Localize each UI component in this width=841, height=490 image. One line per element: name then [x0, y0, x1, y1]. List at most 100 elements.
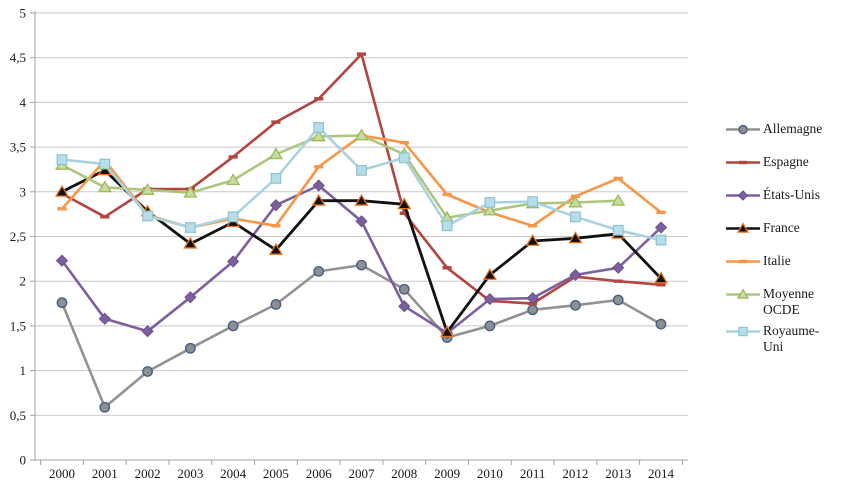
data-point-marker — [142, 366, 153, 377]
data-point-marker — [56, 154, 68, 166]
data-point-marker — [311, 193, 326, 206]
legend-marker-italie — [726, 259, 760, 264]
legend-marker-royaume-uni — [726, 326, 760, 337]
data-point-marker — [568, 231, 583, 244]
data-point-marker — [313, 265, 325, 277]
data-point-marker — [270, 299, 282, 310]
y-axis-label: 2 — [20, 274, 27, 289]
data-point-marker — [656, 283, 666, 287]
data-point-marker — [738, 326, 748, 337]
data-point-marker — [268, 147, 283, 160]
data-point-marker — [736, 222, 750, 233]
data-point-marker — [569, 268, 582, 282]
data-point-marker — [612, 294, 624, 306]
y-axis-label: 2,5 — [10, 229, 26, 244]
legend-item-royaume-uni: Royaume-Uni — [725, 323, 839, 355]
series-line-allemagne — [60, 263, 663, 409]
data-point-marker — [184, 291, 197, 304]
x-axis-label: 2006 — [306, 466, 333, 481]
data-point-marker — [739, 160, 747, 165]
data-point-marker — [57, 207, 67, 211]
data-point-marker — [97, 180, 112, 193]
legend-marker-etats-unis — [726, 190, 760, 201]
data-point-marker — [313, 122, 325, 133]
data-point-marker — [184, 222, 196, 233]
data-point-marker — [271, 224, 281, 228]
data-point-marker — [270, 172, 282, 184]
x-axis-label: 2014 — [648, 466, 675, 481]
legend-marker-france — [726, 222, 760, 233]
legend-item-moyenne-ocde: Moyenne OCDE — [725, 286, 839, 318]
legend-label: Moyenne OCDE — [763, 286, 814, 317]
data-point-marker — [612, 261, 625, 274]
data-point-marker — [226, 173, 241, 186]
data-point-marker — [355, 215, 368, 228]
y-axis-label: 3 — [20, 184, 27, 199]
data-point-marker — [482, 267, 497, 280]
series-line-moyenne-ocde — [60, 134, 620, 219]
legend-label: Allemagne — [763, 121, 823, 136]
series-allemagne — [56, 259, 667, 413]
data-point-marker — [268, 242, 283, 255]
data-point-marker — [442, 266, 452, 270]
data-point-marker — [570, 211, 581, 223]
data-point-marker — [98, 312, 111, 325]
x-axis-label: 2011 — [520, 466, 546, 481]
series-royaume-uni — [56, 122, 667, 246]
data-point-marker — [613, 279, 623, 283]
data-point-marker — [183, 185, 198, 198]
y-axis-label: 3,5 — [10, 140, 26, 155]
legend-label: États-Unis — [763, 187, 820, 202]
data-point-marker — [312, 179, 325, 192]
data-point-marker — [528, 224, 538, 228]
data-point-marker — [568, 195, 583, 208]
data-point-marker — [183, 236, 198, 249]
data-point-marker — [655, 318, 667, 330]
data-point-marker — [655, 234, 667, 246]
data-point-marker — [314, 97, 324, 101]
legend-marker-moyenne-ocde — [726, 288, 760, 299]
data-point-marker — [356, 259, 367, 271]
data-point-marker — [526, 292, 539, 305]
legend-label: France — [763, 220, 800, 235]
x-axis-label: 2005 — [263, 466, 289, 481]
series-line-etats-unis — [60, 184, 663, 335]
data-point-marker — [399, 140, 409, 145]
data-point-marker — [613, 176, 623, 181]
data-point-marker — [227, 255, 240, 268]
legend-marker-espagne — [726, 160, 760, 165]
data-point-marker — [612, 224, 624, 236]
data-point-marker — [484, 197, 496, 208]
data-point-marker — [227, 211, 239, 223]
data-point-marker — [314, 165, 324, 169]
y-axis-label: 1 — [20, 363, 27, 378]
data-point-marker — [269, 199, 283, 212]
data-point-marker — [442, 192, 452, 197]
data-point-marker — [570, 299, 581, 311]
y-axis-label: 4 — [20, 95, 27, 110]
x-axis-label: 2007 — [349, 466, 376, 481]
data-point-marker — [441, 220, 453, 232]
y-axis-label: 0 — [20, 453, 27, 468]
x-axis-label: 2010 — [477, 466, 503, 481]
legend-marker-allemagne — [726, 124, 760, 135]
data-point-marker — [738, 124, 748, 135]
data-point-marker — [100, 215, 110, 219]
data-point-marker — [527, 196, 539, 208]
y-axis-label: 0,5 — [10, 408, 26, 423]
data-point-marker — [184, 342, 196, 354]
x-axis-label: 2013 — [605, 466, 631, 481]
data-point-marker — [228, 155, 238, 159]
x-axis-label: 2004 — [220, 466, 247, 481]
data-point-marker — [227, 320, 239, 332]
legend-label: Espagne — [763, 154, 809, 169]
data-point-marker — [356, 52, 367, 56]
data-point-marker — [141, 325, 154, 338]
data-point-marker — [653, 271, 669, 284]
data-point-marker — [398, 300, 411, 313]
data-point-marker — [737, 190, 749, 201]
data-point-marker — [440, 325, 455, 338]
x-axis-label: 2001 — [92, 466, 118, 481]
